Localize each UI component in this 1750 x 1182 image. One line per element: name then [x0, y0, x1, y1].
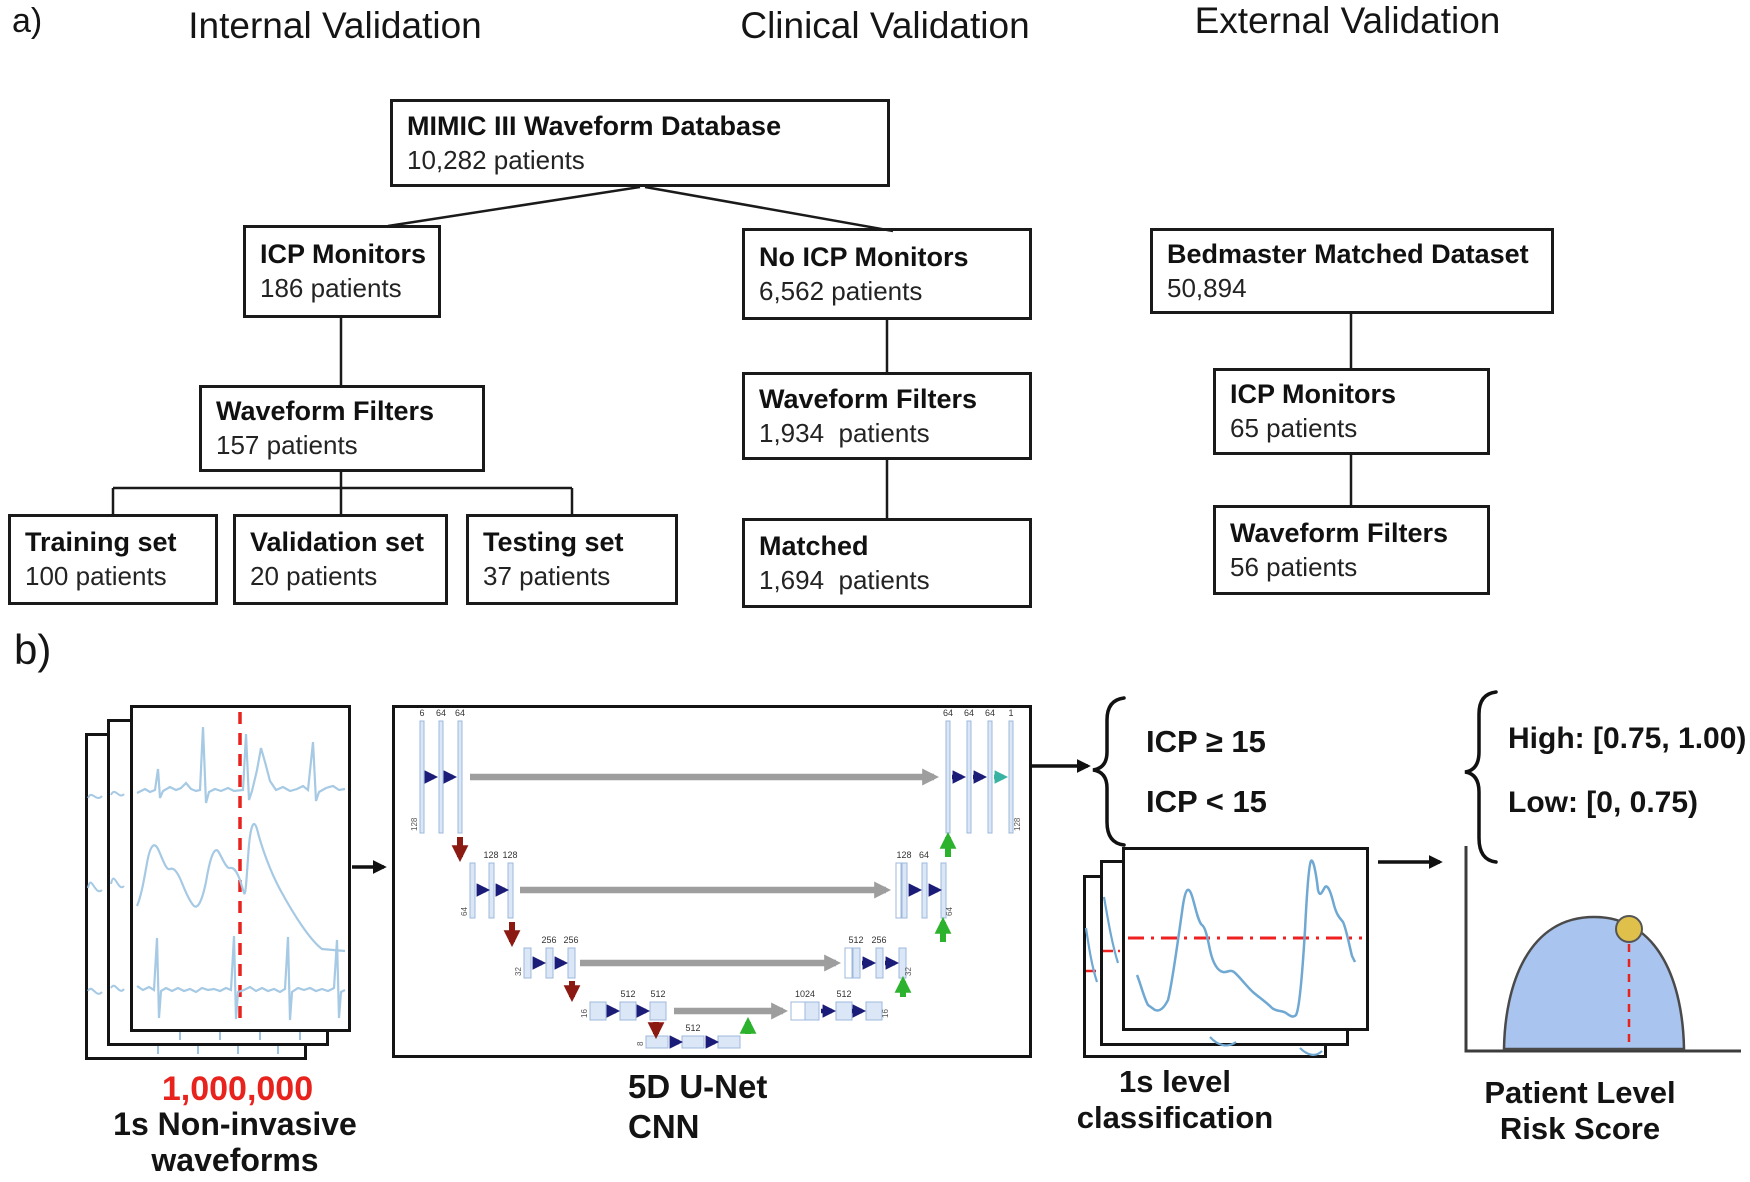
heading-external-validation: External Validation: [1194, 0, 1501, 41]
panel-b-label: b): [14, 626, 52, 673]
box-title: Bedmaster Matched Dataset: [1167, 238, 1529, 269]
classification-label-line2: classification: [1076, 1100, 1274, 1135]
heading-clinical-validation: Clinical Validation: [740, 5, 1030, 46]
box-count: 1,934 patients: [759, 417, 930, 448]
risk-label-line2: Risk Score: [1499, 1111, 1661, 1146]
risk-score-marker: [1615, 915, 1643, 943]
risk-label-line1: Patient Level: [1484, 1075, 1676, 1110]
box-matched: Matched 1,694 patients: [742, 518, 1032, 608]
connector-mimic-to-icp: [387, 185, 641, 228]
box-title: Training set: [25, 527, 177, 558]
threshold-low-label: ICP < 15: [1146, 784, 1267, 819]
box-title: Validation set: [250, 527, 425, 558]
box-count: 10,282 patients: [407, 144, 585, 175]
box-title: ICP Monitors: [1230, 379, 1397, 410]
box-icp-monitors-internal: ICP Monitors 186 patients: [243, 225, 441, 318]
heading-internal-validation: Internal Validation: [188, 5, 482, 46]
model-label-line1: 5D U-Net: [628, 1068, 768, 1105]
model-label-line2: CNN: [628, 1108, 700, 1145]
box-count: 1,694 patients: [759, 564, 930, 595]
box-count: 6,562 patients: [759, 275, 923, 306]
box-mimic-database: MIMIC III Waveform Database 10,282 patie…: [390, 99, 890, 187]
risk-bin-high-label: High: [0.75, 1.00): [1508, 722, 1747, 755]
input-waveform-panel-front: [130, 705, 351, 1032]
box-title: Matched: [759, 530, 869, 561]
box-count: 20 patients: [250, 561, 378, 592]
input-label-line2: waveforms: [151, 1142, 319, 1178]
box-count: 157 patients: [216, 430, 358, 461]
box-waveform-filters-external: Waveform Filters 56 patients: [1213, 505, 1490, 595]
unet-box: [392, 705, 1032, 1058]
box-icp-monitors-external: ICP Monitors 65 patients: [1213, 368, 1490, 455]
box-count: 37 patients: [483, 561, 611, 592]
box-title: Waveform Filters: [1230, 517, 1449, 548]
box-title: Testing set: [483, 527, 624, 558]
box-training-set: Training set 100 patients: [8, 514, 218, 605]
box-count: 65 patients: [1230, 413, 1358, 444]
threshold-high-label: ICP ≥ 15: [1146, 724, 1266, 759]
box-title: No ICP Monitors: [759, 241, 969, 272]
box-count: 56 patients: [1230, 551, 1358, 582]
risk-plot-axes: [1464, 846, 1741, 1053]
box-title: Waveform Filters: [216, 396, 435, 427]
input-label-line1: 1s Non-invasive: [113, 1106, 357, 1142]
connector-filters-to-splits: [111, 472, 574, 514]
box-testing-set: Testing set 37 patients: [466, 514, 678, 605]
box-bedmaster: Bedmaster Matched Dataset 50,894: [1150, 228, 1554, 314]
box-title: MIMIC III Waveform Database: [407, 110, 782, 141]
risk-distribution-dome: [1502, 915, 1686, 1051]
panel-a-label: a): [12, 2, 43, 40]
connector-mimic-to-no-icp: [644, 185, 894, 233]
box-count: 186 patients: [260, 273, 402, 304]
classification-panel-front: [1122, 847, 1369, 1031]
box-title: Waveform Filters: [759, 383, 978, 414]
box-count: 100 patients: [25, 561, 167, 592]
risk-bin-low-label: Low: [0, 0.75): [1508, 786, 1699, 819]
box-validation-set: Validation set 20 patients: [233, 514, 448, 605]
risk-score-plot: [1464, 846, 1741, 1053]
threshold-brace: [1092, 696, 1126, 847]
box-no-icp-monitors: No ICP Monitors 6,562 patients: [742, 228, 1032, 320]
box-waveform-filters-internal: Waveform Filters 157 patients: [199, 385, 485, 472]
box-count: 50,894: [1167, 272, 1247, 303]
box-title: ICP Monitors: [260, 239, 427, 270]
input-count-label: 1,000,000: [161, 1070, 314, 1108]
risk-bins-brace: [1464, 690, 1498, 864]
box-waveform-filters-clinical: Waveform Filters 1,934 patients: [742, 372, 1032, 460]
classification-label-line1: 1s level: [1118, 1064, 1232, 1099]
